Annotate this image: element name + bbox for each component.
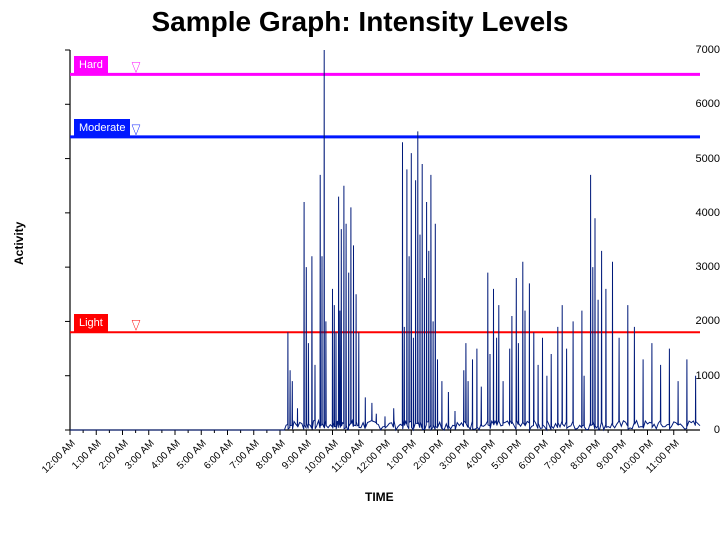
activity-series: [70, 50, 700, 430]
x-axis-label: TIME: [365, 490, 394, 504]
activity-line-svg: [70, 50, 700, 430]
threshold-label-light: Light: [74, 314, 108, 332]
plot-area: [70, 50, 700, 430]
threshold-label-moderate: Moderate: [74, 119, 130, 137]
chart-title: Sample Graph: Intensity Levels: [0, 6, 720, 38]
x-tick-label: 12:00 AM: [40, 438, 78, 476]
threshold-label-hard: Hard: [74, 56, 108, 74]
y-axis-label: Activity: [12, 222, 26, 265]
